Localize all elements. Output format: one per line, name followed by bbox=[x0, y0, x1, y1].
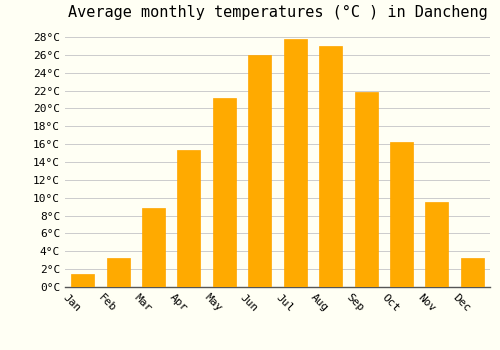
Bar bbox=[106, 258, 130, 287]
Bar bbox=[71, 274, 94, 287]
Bar bbox=[178, 150, 201, 287]
Bar bbox=[461, 258, 484, 287]
Bar bbox=[284, 39, 306, 287]
Bar bbox=[390, 142, 413, 287]
Bar bbox=[426, 202, 448, 287]
Bar bbox=[248, 55, 272, 287]
Bar bbox=[319, 46, 342, 287]
Bar bbox=[213, 98, 236, 287]
Bar bbox=[142, 208, 165, 287]
Bar bbox=[354, 92, 378, 287]
Title: Average monthly temperatures (°C ) in Dancheng: Average monthly temperatures (°C ) in Da… bbox=[68, 5, 488, 20]
